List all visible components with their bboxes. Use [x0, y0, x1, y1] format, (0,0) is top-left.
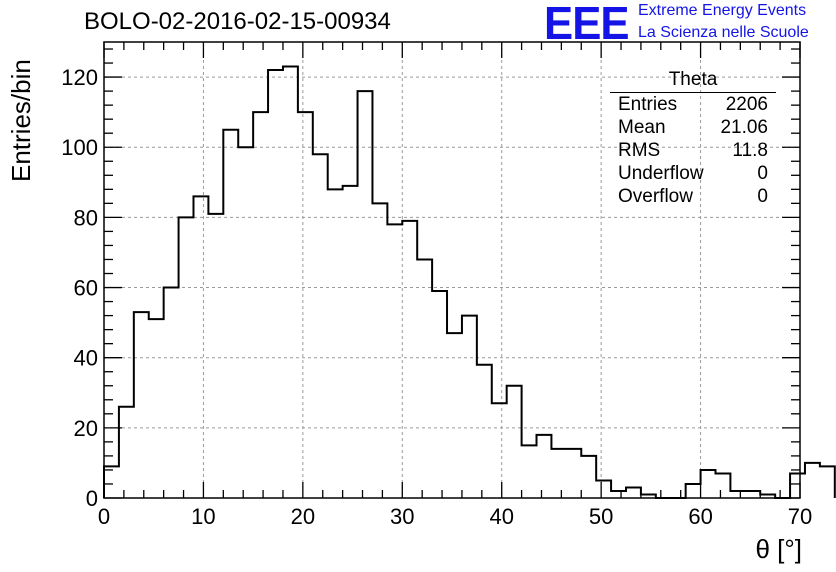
stats-row-mean: Mean 21.06 — [610, 116, 776, 139]
x-tick-label: 40 — [489, 504, 513, 529]
stats-value: 11.8 — [732, 140, 768, 161]
x-tick-label: 0 — [98, 504, 110, 529]
grid-lines — [104, 42, 800, 498]
y-tick-label: 100 — [61, 135, 98, 160]
x-tick-label: 70 — [788, 504, 812, 529]
axis-tick-labels: 0 10 20 30 40 50 60 70 0 20 40 60 80 100 120 — [61, 65, 812, 529]
y-tick-label: 20 — [74, 416, 98, 441]
y-tick-label: 120 — [61, 65, 98, 90]
stats-value: 2206 — [725, 94, 768, 115]
x-tick-label: 50 — [589, 504, 613, 529]
stats-label: Mean — [618, 117, 666, 138]
x-axis-label: θ [°] — [755, 534, 802, 564]
x-tick-label: 20 — [291, 504, 315, 529]
y-axis-label: Entries/bin — [6, 59, 36, 182]
stats-row-entries: Entries 2206 — [610, 93, 776, 116]
stats-label: RMS — [618, 140, 661, 161]
x-tick-label: 60 — [688, 504, 712, 529]
stats-label: Overflow — [618, 186, 693, 207]
y-tick-label: 40 — [74, 346, 98, 371]
chart-title: BOLO-02-2016-02-15-00934 — [84, 8, 391, 35]
histogram-outline — [103, 65, 836, 499]
eee-logo-mark: EEE — [544, 0, 630, 49]
y-tick-label: 60 — [74, 276, 98, 301]
stats-title: Theta — [610, 70, 776, 93]
x-tick-label: 10 — [191, 504, 215, 529]
stats-row-underflow: Underflow 0 — [610, 162, 776, 185]
stats-value: 0 — [757, 163, 768, 184]
plot-frame — [103, 41, 801, 499]
stats-row-rms: RMS 11.8 — [610, 139, 776, 162]
stats-label: Entries — [618, 94, 678, 115]
axis-ticks — [103, 42, 801, 499]
logo-line-2: La Scienza nelle Scuole — [638, 24, 809, 41]
stats-label: Underflow — [618, 163, 704, 184]
stats-value: 0 — [757, 186, 768, 207]
y-tick-label: 0 — [86, 486, 98, 511]
x-tick-label: 30 — [390, 504, 414, 529]
stats-box: Theta Entries 2206 Mean 21.06 RMS 11.8 U… — [610, 70, 776, 208]
y-tick-label: 80 — [74, 205, 98, 230]
stats-row-overflow: Overflow 0 — [610, 185, 776, 208]
logo-line-1: Extreme Energy Events — [638, 2, 807, 19]
stats-value: 21.06 — [720, 117, 768, 138]
